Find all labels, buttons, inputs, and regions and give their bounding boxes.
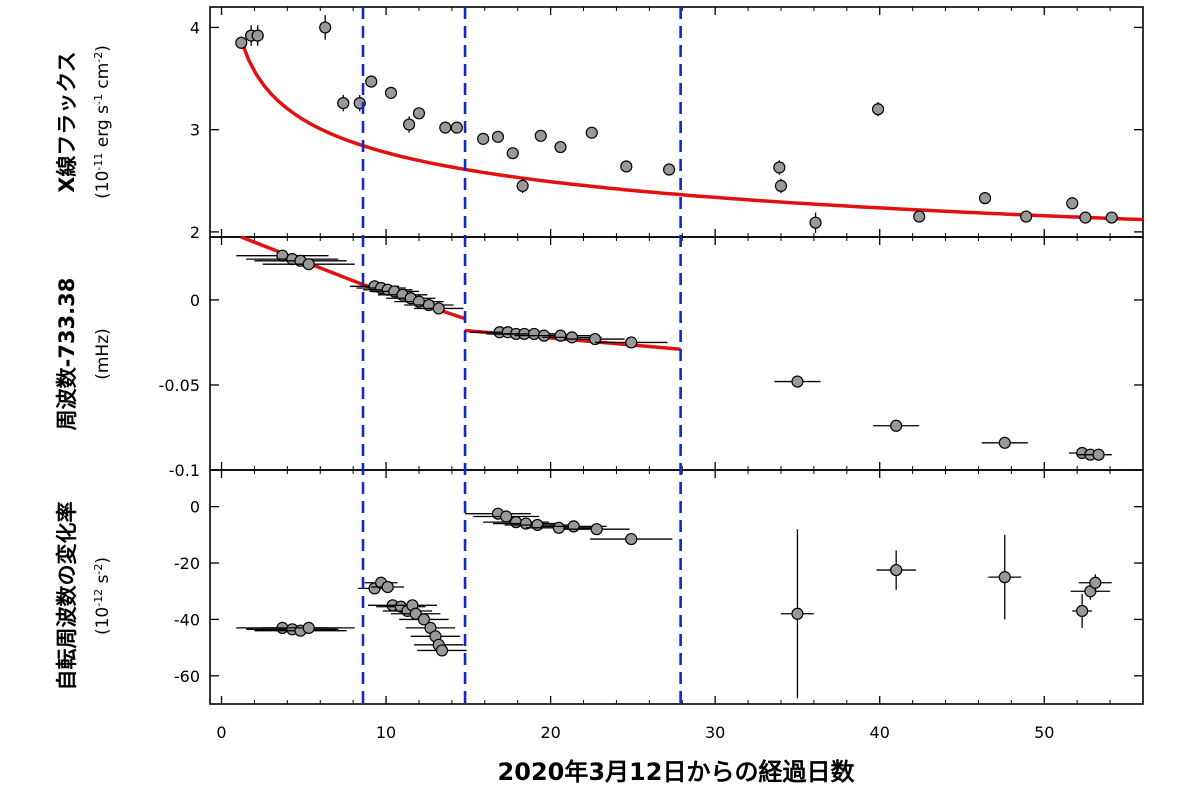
data-point	[302, 621, 315, 634]
data-point	[1076, 604, 1089, 618]
data-point	[509, 516, 523, 529]
data-point	[554, 140, 567, 154]
data-point	[450, 121, 463, 134]
data-point	[1079, 211, 1092, 224]
y-tick-label: -60	[174, 667, 200, 686]
panel-flux: 2 3 4	[190, 6, 1144, 242]
data-point	[791, 375, 804, 388]
x-tick-label: 50	[1034, 723, 1054, 742]
data-point	[403, 118, 416, 131]
data-point	[491, 130, 505, 143]
data-point	[625, 532, 638, 546]
panel-fdot: 0 -20 -40 -60	[174, 469, 1144, 705]
fit-curve	[239, 40, 1144, 222]
y-axis-label-fdot: 自転周波数の変化率 (10-12 s-2)	[55, 502, 113, 691]
data-point	[365, 75, 378, 88]
data-point	[590, 523, 603, 536]
data-point	[1092, 448, 1105, 461]
y-axis-label-flux: X線フラックス (10-11 erg s-1 cm-2)	[55, 45, 113, 199]
data-point	[1105, 211, 1118, 224]
data-point	[500, 510, 513, 523]
y-tick-label: -0.1	[169, 461, 200, 480]
x-tick-label: 20	[540, 723, 560, 742]
y-tick-label: -20	[174, 554, 200, 573]
data-point	[519, 517, 533, 530]
data-point	[998, 571, 1011, 584]
data-point	[809, 216, 822, 229]
data-point	[235, 36, 248, 49]
data-point	[625, 336, 638, 349]
x-tick-label: 0	[216, 723, 226, 742]
data-point	[998, 436, 1011, 449]
data-point	[516, 179, 529, 192]
y-axis-label-freq-unit: (mHz)	[93, 328, 113, 380]
data-point	[384, 86, 398, 99]
data-point	[412, 107, 426, 120]
y-tick-label: 4	[190, 18, 200, 37]
data-point	[773, 161, 786, 174]
data-point	[302, 258, 315, 271]
data-point	[588, 332, 602, 346]
data-point	[337, 96, 350, 110]
data-point	[381, 580, 394, 594]
data-point	[552, 521, 565, 534]
data-point	[439, 121, 452, 134]
data-point	[528, 327, 541, 341]
y-axis-label-fdot-main: 自転周波数の変化率	[55, 502, 79, 691]
panel-frame-fdot	[209, 469, 1144, 705]
y-tick-label: 0	[190, 498, 200, 517]
data-point	[319, 21, 332, 34]
data-point	[871, 103, 885, 116]
data-point	[565, 331, 579, 344]
data-point	[662, 163, 676, 176]
data-point	[978, 192, 992, 205]
data-point	[567, 520, 580, 533]
x-tick-label: 10	[376, 723, 396, 742]
y-tick-label: 2	[190, 223, 200, 242]
y-tick-label: 3	[190, 121, 200, 140]
data-point	[1089, 576, 1102, 589]
data-point	[506, 147, 519, 160]
y-axis-label-fdot-unit: (10-12 s-2)	[92, 557, 114, 635]
data-point	[554, 329, 567, 342]
data-point	[620, 160, 633, 173]
y-axis-label-flux-main: X線フラックス	[55, 51, 79, 193]
data-point	[251, 29, 264, 42]
y-axis-label-freq-main: 周波数-733.38	[55, 278, 79, 431]
data-point	[913, 210, 926, 223]
data-point	[534, 129, 547, 142]
data-point	[774, 179, 788, 192]
x-tick-label: 30	[705, 723, 725, 742]
data-point	[435, 644, 449, 657]
y-tick-label: -0.05	[159, 376, 200, 395]
y-axis-label-flux-unit: (10-11 erg s-1 cm-2)	[92, 45, 114, 199]
data-point	[585, 126, 598, 139]
data-point	[791, 607, 804, 620]
data-point	[1066, 197, 1079, 210]
x-axis-label: 2020年3月12日からの経過日数	[498, 758, 856, 786]
y-axis-label-freq: 周波数-733.38 (mHz)	[55, 278, 113, 431]
y-tick-label: 0	[190, 291, 200, 310]
y-tick-label: -40	[174, 610, 200, 629]
data-point	[1020, 210, 1033, 223]
x-tick-label: 40	[870, 723, 890, 742]
data-point	[432, 302, 445, 315]
data-point	[890, 419, 903, 432]
data-point	[417, 613, 431, 626]
panel-freq: 0 -0.05 -0.1	[159, 235, 1144, 480]
data-point	[890, 563, 903, 577]
data-point	[531, 518, 544, 532]
data-point	[477, 132, 490, 145]
